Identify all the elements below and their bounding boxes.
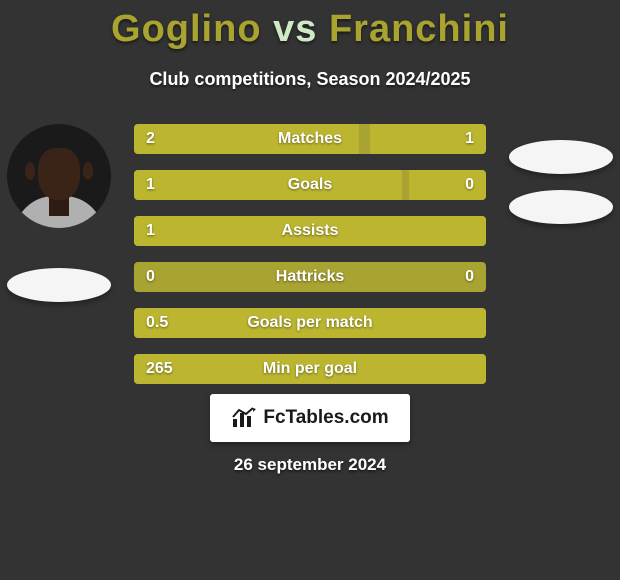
- player2-country-flag: [509, 140, 613, 174]
- subtitle: Club competitions, Season 2024/2025: [0, 69, 620, 90]
- stat-label: Min per goal: [263, 354, 357, 384]
- stat-label: Assists: [282, 216, 339, 246]
- stats-icon: [231, 407, 257, 429]
- player2-secondary-flag: [509, 190, 613, 224]
- stat-value-left: 1: [146, 216, 155, 246]
- stat-value-left: 2: [146, 124, 155, 154]
- stat-label: Hattricks: [276, 262, 344, 292]
- stat-row: 2 Matches 1: [134, 124, 486, 154]
- logo-text: FcTables.com: [263, 407, 388, 429]
- stat-label: Goals per match: [247, 308, 372, 338]
- stat-value-left: 1: [146, 170, 155, 200]
- stat-value-right: 0: [465, 170, 474, 200]
- stat-row: 0 Hattricks 0: [134, 262, 486, 292]
- stat-row: 265 Min per goal: [134, 354, 486, 384]
- title-vs: vs: [273, 8, 317, 50]
- player1-avatar: [7, 124, 111, 228]
- title-player2: Franchini: [329, 8, 509, 50]
- stat-row: 0.5 Goals per match: [134, 308, 486, 338]
- right-player-column: [506, 124, 616, 224]
- stat-value-left: 0.5: [146, 308, 168, 338]
- stat-value-left: 0: [146, 262, 155, 292]
- stat-fill-right: [409, 170, 486, 200]
- fctables-logo: FcTables.com: [210, 394, 410, 442]
- stat-value-left: 265: [146, 354, 173, 384]
- stat-label: Matches: [278, 124, 342, 154]
- stat-row: 1 Goals 0: [134, 170, 486, 200]
- comparison-bars: 2 Matches 1 1 Goals 0 1 Assists 0 Hattricks 0 0.5 Go…: [134, 124, 486, 400]
- stat-value-right: 0: [465, 262, 474, 292]
- player1-country-flag: [7, 268, 111, 302]
- title-player1: Goglino: [111, 8, 262, 50]
- stat-row: 1 Assists: [134, 216, 486, 246]
- page-title: Goglino vs Franchini: [0, 0, 620, 51]
- stat-fill-left: [134, 170, 402, 200]
- infographic-date: 26 september 2024: [0, 455, 620, 475]
- stat-label: Goals: [288, 170, 332, 200]
- stat-value-right: 1: [465, 124, 474, 154]
- left-player-column: [4, 124, 114, 302]
